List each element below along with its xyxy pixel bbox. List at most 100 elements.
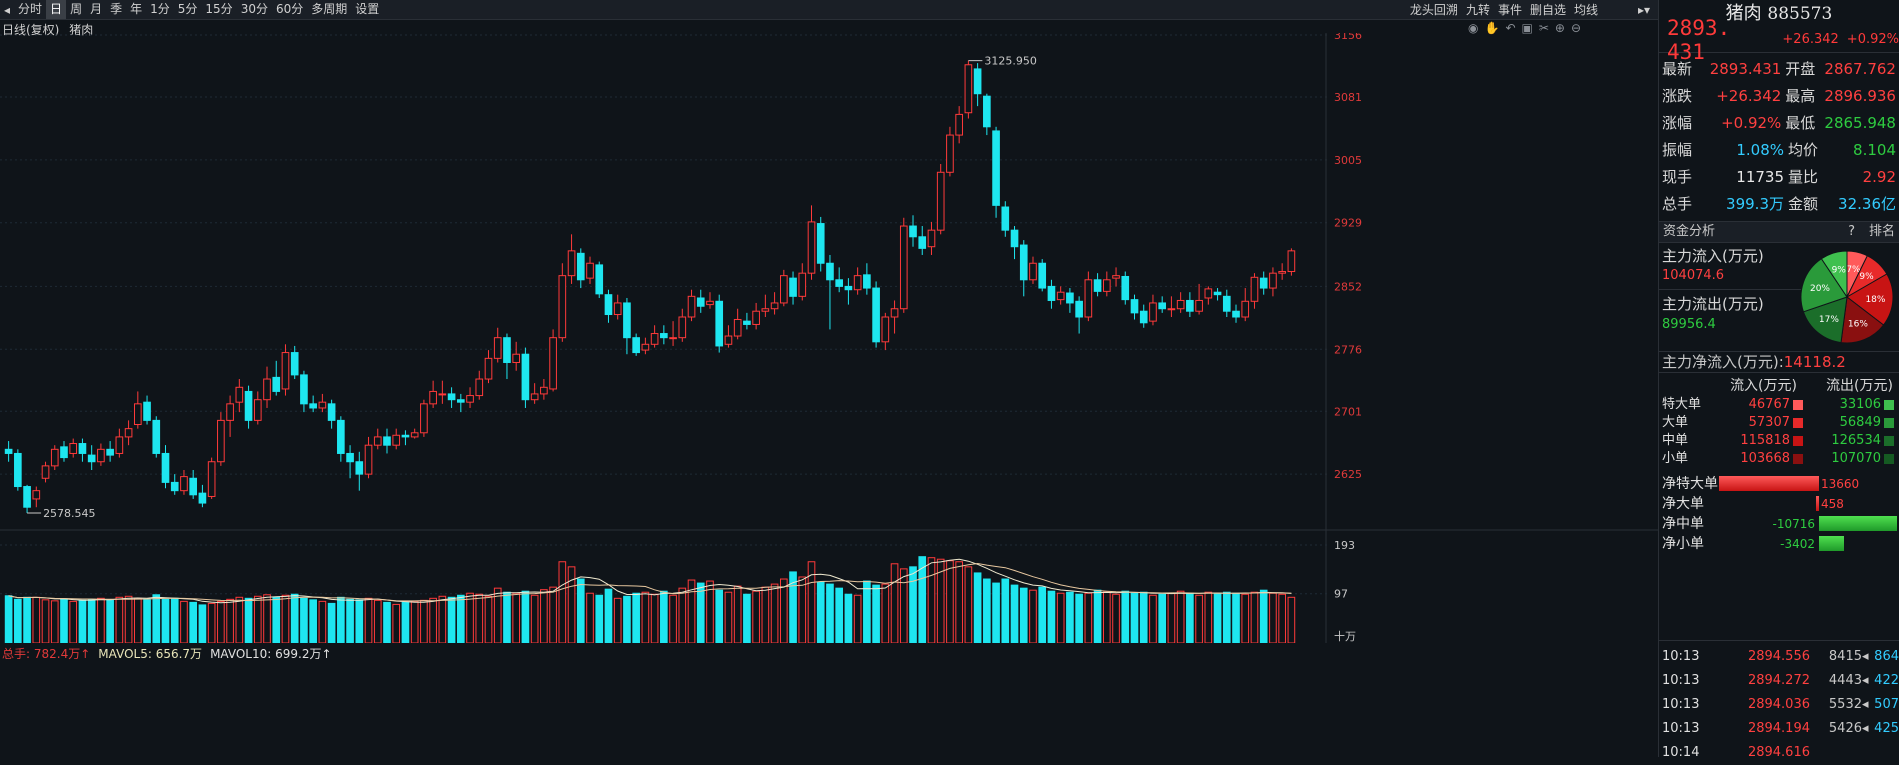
chart-tool-button[interactable]: 龙头回溯 [1409,3,1458,17]
volume-bar [383,601,391,643]
volume-bar [143,599,151,643]
panel-collapse-icon[interactable]: ▸▾ [1637,2,1650,17]
period-tab[interactable]: 60分 [275,2,304,16]
candle-body [355,461,364,475]
volume-bar [558,561,567,643]
period-tab[interactable]: 周 [70,2,83,16]
order-row: 特大单 46767 33106 [1659,396,1899,414]
candle-body [447,393,456,401]
pie-label: 16% [1848,319,1868,329]
period-tab[interactable]: 多周期 [311,2,348,16]
candle-body [1167,308,1176,311]
quote-label: 涨幅 [1662,114,1693,132]
volume-bar [789,571,797,643]
candle-body [752,310,760,325]
eye-icon[interactable]: ◉ [1468,21,1479,35]
zoom-in-icon[interactable]: ⊕ [1554,21,1565,35]
zoom-out-icon[interactable]: ⊖ [1570,21,1582,35]
price-axis-label: 2929 [1334,217,1362,230]
candlestick-chart[interactable]: 3156 3081 3005 2929 2852 2776 2701 2625 3125.950… [0,33,1658,643]
period-tab[interactable]: 5分 [177,2,198,16]
volume-bar [1176,590,1185,643]
volume-bar [632,592,640,643]
volume-bar [863,580,871,643]
volume-bar [226,598,234,643]
candle-body [493,337,502,359]
candle-body [456,399,465,403]
outflow-label: 主力流出(万元) [1662,295,1764,313]
candle-body [918,236,927,249]
candle-body [272,376,281,392]
period-tab[interactable]: 1分 [150,2,170,16]
candle-body [1204,288,1213,299]
lock-icon[interactable]: ▣ [1521,21,1533,35]
period-tab[interactable]: 15分 [205,2,233,16]
volume-bar [881,583,890,643]
period-tab[interactable]: 分时 [18,2,43,16]
period-toolbar: ◂ 分时日周月季年 1分 5分 15分 30分 60分 多周期 设置 龙头回溯 九转 事件 删自选均… [0,0,1658,20]
candle-body [14,452,22,488]
chart-tool-button[interactable]: 事件 [1497,3,1522,17]
period-tab[interactable]: 设置 [355,2,380,16]
candle-body [983,95,991,128]
main-flow-block: 主力流入(万元) 104074.6 主力流出(万元) 89956.4 7% 9% 1… [1659,243,1899,352]
candle-body [826,262,834,281]
quote-value: 32.36亿 [1838,195,1896,213]
tick-arrow-icon [1862,741,1874,765]
chart-tool-button[interactable]: 删自选 [1529,3,1566,17]
volume-bar [133,597,142,643]
candle-body [263,378,271,401]
candle-body [1287,250,1296,273]
tick-row: 10:13 2894.194 5426 ◂ 425 [1659,717,1899,741]
candle-body [410,432,419,438]
help-icon[interactable]: ? [1848,224,1855,239]
candle-body [1213,291,1222,296]
volume-bar [1029,589,1037,643]
period-tab[interactable]: 30分 [240,2,268,16]
candle-body [927,229,936,248]
net-bar [1819,516,1898,531]
volume-bar [530,594,539,643]
order-out-header: 流出(万元) [1826,378,1893,394]
net-value: 458 [1821,497,1844,511]
volume-bar [1158,593,1167,643]
volume-bar [410,600,419,643]
volume-bar [124,595,133,643]
rank-link[interactable]: 排名 [1868,224,1895,239]
period-tab[interactable]: 年 [130,2,143,16]
volume-bar [660,590,668,643]
volume-bar [595,594,604,643]
volume-bar [992,582,1000,643]
chart-tool-button[interactable]: 九转 [1465,3,1490,17]
candle-body [143,401,151,421]
candle-body [1259,277,1268,289]
volume-bar [724,591,733,643]
hand-icon[interactable]: ✋ [1484,21,1500,35]
volume-bar [909,566,917,643]
back-arrow-icon[interactable]: ◂ [4,2,11,17]
scissors-icon[interactable]: ✂ [1538,21,1549,35]
volume-bar [1167,592,1176,643]
candle-body [50,448,59,467]
pie-label: 17% [1819,315,1839,325]
net-label: 净小单 [1662,536,1704,552]
tick-price: 2894.272 [1747,673,1810,688]
candle-body [881,316,890,343]
period-tab[interactable]: 季 [110,2,123,16]
chart-tools: 龙头回溯 九转 事件 删自选 均线 [1410,1,1598,18]
high-label: 3125.950 [984,55,1037,68]
price-axis-label: 3081 [1334,91,1362,104]
chart-tool-button[interactable]: 均线 [1573,3,1598,17]
tick-list: 10:13 2894.556 8415 ◂ 864 10:13 2894.272 … [1659,640,1899,765]
candle-body [1139,310,1148,324]
period-tab[interactable]: 日 [46,0,67,19]
period-tab[interactable]: 月 [90,2,103,16]
price-change: +26.342 [1782,32,1839,47]
undo-icon[interactable]: ↶ [1505,21,1516,35]
candle-body [936,171,945,231]
candle-body [23,486,31,508]
volume-bar [438,595,447,643]
order-in-swatch [1793,436,1803,446]
tick-count: 507 [1874,697,1899,712]
volume-bar [420,599,428,643]
